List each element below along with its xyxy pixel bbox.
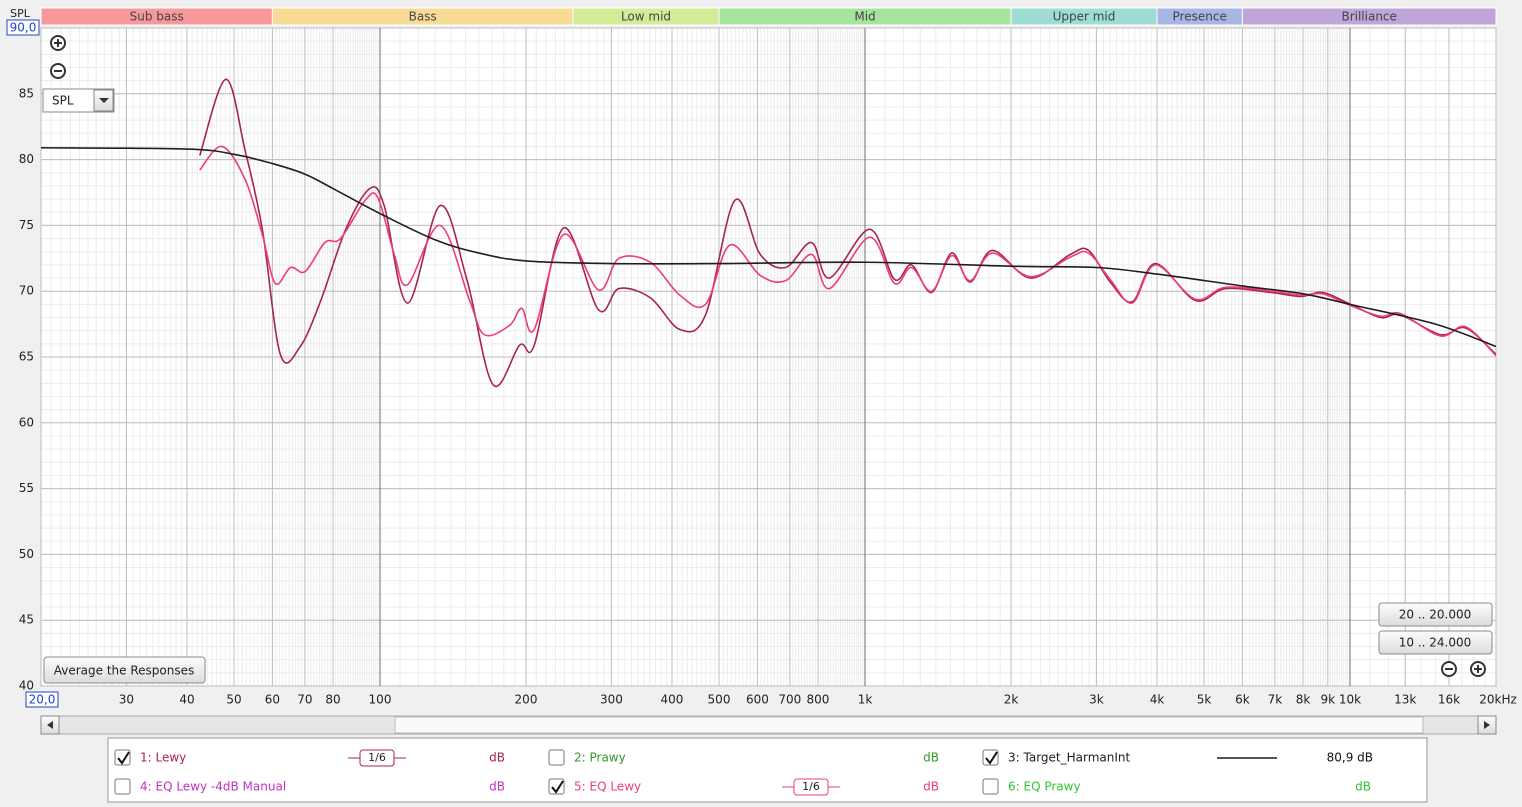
- x-tick-label: 30: [119, 693, 134, 707]
- y-tick-label: 55: [19, 481, 34, 495]
- x-tick-label: 2k: [1004, 693, 1019, 707]
- y-tick-label: 65: [19, 350, 34, 364]
- x-tick-label: 4k: [1150, 693, 1165, 707]
- zoom-out-x[interactable]: [1441, 661, 1457, 677]
- checkbox[interactable]: [114, 749, 131, 766]
- smoothing-box[interactable]: [359, 749, 395, 767]
- button-label: 20 .. 20.000: [1399, 608, 1472, 622]
- trace-name: 3: Target_HarmanInt: [1008, 751, 1131, 765]
- x-tick-label: 80: [325, 693, 340, 707]
- trace-unit: dB: [489, 751, 505, 765]
- smoothing-box[interactable]: [793, 778, 829, 796]
- x-tick-label: 50: [226, 693, 241, 707]
- x-tick-label: 9k: [1321, 693, 1336, 707]
- x-tick-label: 3k: [1089, 693, 1104, 707]
- trace-name: 6: EQ Prawy: [1008, 780, 1081, 794]
- smoothing-label: 1/6: [368, 751, 386, 764]
- response-line: [199, 145, 1496, 357]
- range-button[interactable]: 10 .. 24.000: [1378, 630, 1493, 655]
- x-tick-label: 40: [179, 693, 194, 707]
- band-label: Brilliance: [1341, 10, 1396, 24]
- trace-name: 2: Prawy: [574, 751, 626, 765]
- x-tick-label: 1k: [858, 693, 873, 707]
- x-tick-label: 13k: [1394, 693, 1416, 707]
- checkbox[interactable]: [548, 749, 565, 766]
- x-tick-label: 6k: [1235, 693, 1250, 707]
- trace-name: 4: EQ Lewy -4dB Manual: [140, 780, 286, 794]
- zoom-out-icon[interactable]: [50, 63, 66, 79]
- y-axis-label: SPL: [10, 7, 31, 20]
- response-line: [199, 78, 1496, 388]
- response-line: [41, 146, 1496, 348]
- trace-name: 1: Lewy: [140, 751, 186, 765]
- y-tick-label: 45: [19, 613, 34, 627]
- button-label: 10 .. 24.000: [1399, 636, 1472, 650]
- checkmark: [117, 751, 130, 765]
- band-label: Sub bass: [130, 10, 184, 24]
- range-button[interactable]: 20 .. 20.000: [1378, 602, 1493, 627]
- zoom-in-x[interactable]: [1470, 661, 1486, 677]
- smoothing-label: 1/6: [802, 780, 820, 793]
- x-tick-label: 16k: [1438, 693, 1460, 707]
- zoom-in-icon[interactable]: [50, 35, 66, 51]
- band-label: Upper mid: [1053, 10, 1116, 24]
- trace-unit: dB: [489, 780, 505, 794]
- x-tick-label: 800: [807, 693, 830, 707]
- x-tick-label: 100: [369, 693, 392, 707]
- trace-level: 80,9 dB: [1327, 751, 1373, 765]
- x-tick-label: 8k: [1296, 693, 1311, 707]
- band-label: Presence: [1173, 10, 1227, 24]
- checkmark: [551, 780, 564, 794]
- x-tick-label: 10k: [1339, 693, 1361, 707]
- y-tick-label: 85: [19, 86, 34, 100]
- x-tick-label: 700: [778, 693, 801, 707]
- button-label: Average the Responses: [54, 664, 194, 678]
- x-tick-label: 60: [265, 693, 280, 707]
- average-button[interactable]: Average the Responses: [43, 656, 206, 684]
- y-tick-label: 50: [19, 547, 34, 561]
- axis-limit-box[interactable]: [6, 19, 40, 36]
- x-tick-label: 600: [746, 693, 769, 707]
- checkbox[interactable]: [548, 778, 565, 795]
- y-tick-label: 40: [19, 679, 34, 693]
- x-tick-label: 7k: [1268, 693, 1283, 707]
- x-tick-label: 70: [297, 693, 312, 707]
- spl-dropdown[interactable]: SPL: [42, 88, 115, 113]
- checkbox[interactable]: [982, 749, 999, 766]
- y-tick-label: 60: [19, 415, 34, 429]
- dropdown-value: SPL: [52, 94, 74, 108]
- x-tick-label: 500: [708, 693, 731, 707]
- checkbox[interactable]: [114, 778, 131, 795]
- x-tick-label: 400: [661, 693, 684, 707]
- x-tick-label: 20,0: [29, 693, 56, 707]
- checkmark: [985, 751, 998, 765]
- x-tick-label: 200: [515, 693, 538, 707]
- x-tick-label: 20kHz: [1479, 693, 1517, 707]
- trace-unit: dB: [923, 751, 939, 765]
- trace-name: 5: EQ Lewy: [574, 780, 641, 794]
- y-tick-label: 80: [19, 152, 34, 166]
- trace-unit: dB: [923, 780, 939, 794]
- band-label: Mid: [854, 10, 875, 24]
- y-tick-label: 90,0: [10, 21, 37, 35]
- x-tick-label: 300: [600, 693, 623, 707]
- band-label: Bass: [409, 10, 437, 24]
- y-tick-label: 70: [19, 284, 34, 298]
- checkbox[interactable]: [982, 778, 999, 795]
- y-tick-label: 75: [19, 218, 34, 232]
- band-label: Low mid: [621, 10, 671, 24]
- trace-unit: dB: [1355, 780, 1371, 794]
- scrollbar[interactable]: [40, 715, 1497, 735]
- legend-panel: [107, 737, 1428, 803]
- x-tick-label: 5k: [1197, 693, 1212, 707]
- axis-limit-box[interactable]: [25, 691, 59, 708]
- frequency-band: [1241, 7, 1497, 26]
